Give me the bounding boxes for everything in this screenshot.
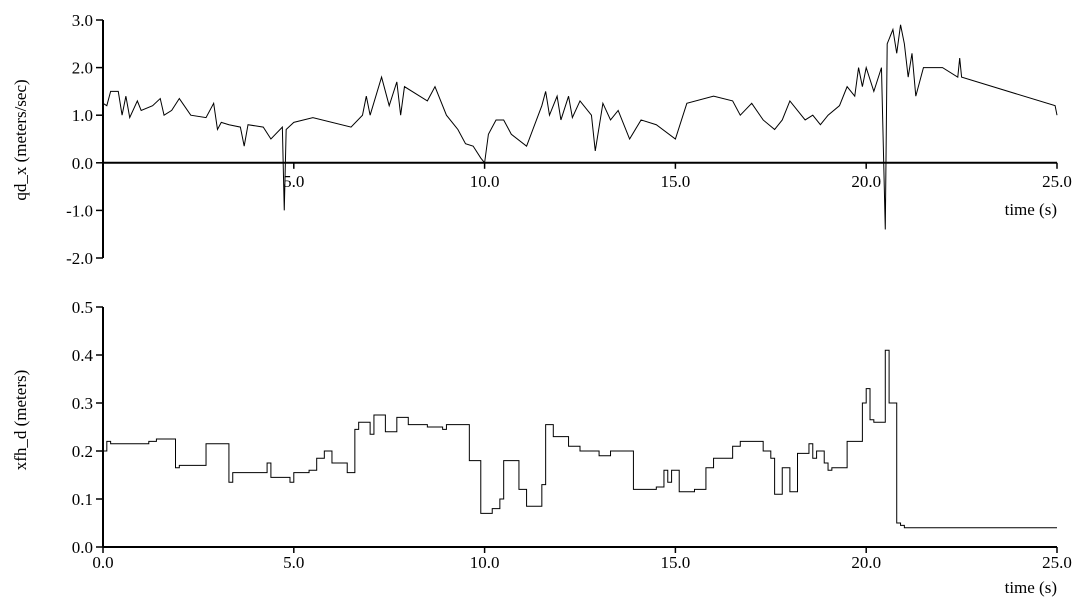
y-tick-label: 0.0 (72, 154, 93, 173)
x-tick-label: 5.0 (283, 172, 304, 191)
x-axis-label: time (s) (1005, 578, 1057, 597)
y-tick-label: 2.0 (72, 59, 93, 78)
x-tick-label: 20.0 (851, 172, 881, 191)
x-axis-label: time (s) (1005, 200, 1057, 219)
y-tick-label: 0.0 (72, 538, 93, 557)
y-axis-label: qd_x (meters/sec) (11, 79, 30, 200)
x-tick-label: 0.0 (92, 553, 113, 572)
y-tick-label: 0.5 (72, 298, 93, 317)
data-line (103, 349, 1057, 529)
y-tick-label: 0.3 (72, 394, 93, 413)
x-tick-label: 25.0 (1042, 172, 1072, 191)
y-tick-label: 0.2 (72, 442, 93, 461)
y-tick-label: 3.0 (72, 11, 93, 30)
y-tick-label: 0.1 (72, 490, 93, 509)
x-tick-label: 20.0 (851, 553, 881, 572)
x-tick-label: 10.0 (470, 553, 500, 572)
x-tick-label: 15.0 (661, 172, 691, 191)
y-tick-label: 1.0 (72, 106, 93, 125)
y-tick-label: 0.4 (72, 346, 94, 365)
x-tick-label: 5.0 (283, 553, 304, 572)
x-tick-label: 15.0 (661, 553, 691, 572)
y-axis-label: xfh_d (meters) (11, 370, 30, 471)
y-tick-label: -1.0 (66, 201, 93, 220)
data-line (102, 24, 1058, 230)
y-tick-label: -2.0 (66, 249, 93, 268)
x-tick-label: 25.0 (1042, 553, 1072, 572)
x-tick-label: 10.0 (470, 172, 500, 191)
